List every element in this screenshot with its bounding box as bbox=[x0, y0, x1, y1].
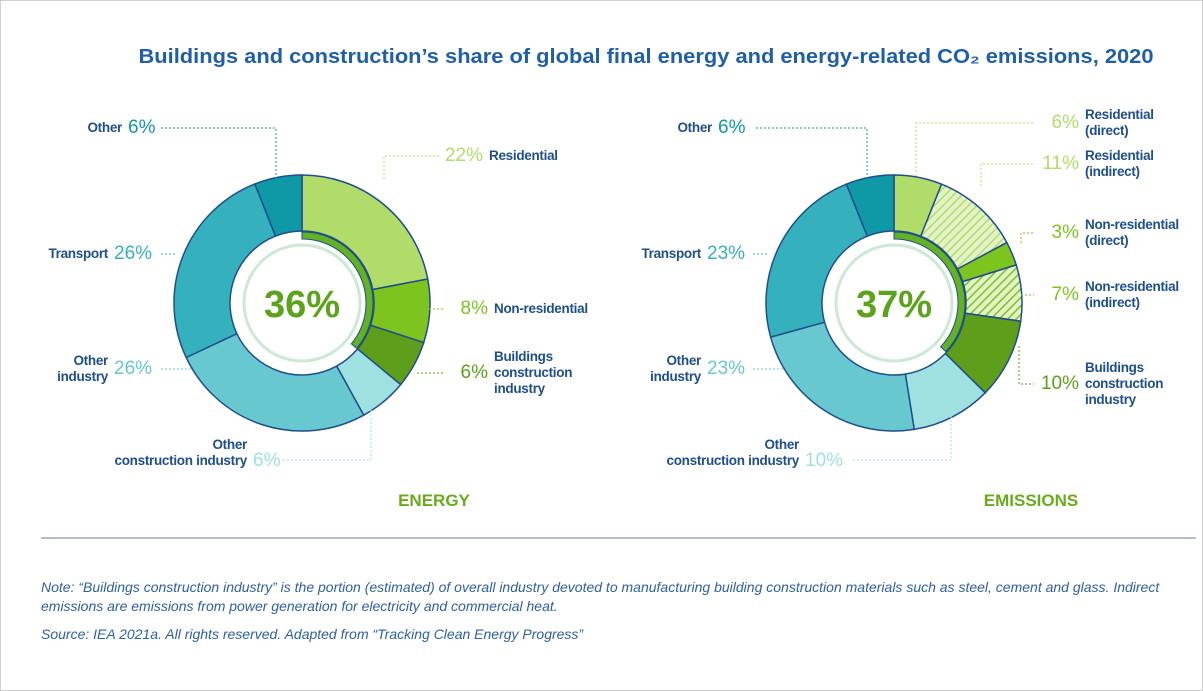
value-label: 6% bbox=[718, 117, 746, 138]
leader-line bbox=[1018, 346, 1034, 385]
leader-line bbox=[161, 127, 277, 179]
slice-label: 11% Residential (indirect) bbox=[1037, 148, 1154, 180]
value-label: 26% bbox=[114, 243, 153, 264]
category-label: Residential (direct) bbox=[1085, 107, 1154, 138]
slice-label: Other construction industry 6% bbox=[114, 437, 295, 471]
value-label: 6% bbox=[1051, 112, 1079, 133]
source: Source: IEA 2021a. All rights reserved. … bbox=[41, 626, 584, 642]
slice-label: 3% Non-residential (direct) bbox=[1037, 217, 1180, 249]
value-label: 26% bbox=[114, 358, 153, 379]
category-label: Other construction industry bbox=[114, 437, 248, 468]
leader-line bbox=[383, 155, 439, 179]
leader-line bbox=[915, 122, 1034, 176]
inner-ring bbox=[242, 243, 362, 363]
value-label: 6% bbox=[460, 362, 488, 383]
slice-label: 22% Residential bbox=[441, 145, 558, 166]
value-label: 6% bbox=[253, 450, 281, 471]
slice-label: Other industry 26% bbox=[57, 353, 156, 385]
donut-segment bbox=[769, 321, 916, 432]
category-label: Non-residential (indirect) bbox=[1085, 279, 1179, 310]
leader-line bbox=[1020, 232, 1034, 243]
donut-segment bbox=[185, 332, 365, 432]
slice-label: 7% Non-residential (indirect) bbox=[1037, 279, 1180, 311]
value-label: 23% bbox=[707, 243, 746, 264]
slice-label: Other industry 23% bbox=[650, 353, 749, 385]
donut-segment bbox=[173, 183, 277, 359]
slice-label: 6% Residential (direct) bbox=[1037, 107, 1155, 139]
value-label: 22% bbox=[444, 145, 483, 166]
slice-label: Other 6% bbox=[677, 117, 760, 138]
category-label: Non-residential (direct) bbox=[1085, 217, 1179, 248]
slice-label: 8% Non-residential bbox=[446, 298, 589, 319]
slice-label: Other construction industry 10% bbox=[666, 437, 847, 471]
chart-title: Buildings and construction’s share of gl… bbox=[139, 46, 1154, 68]
chart-label: ENERGY bbox=[398, 491, 470, 510]
category-label: Other industry bbox=[57, 353, 108, 384]
value-label: 3% bbox=[1051, 222, 1079, 243]
slice-label: 6% Buildings construction industry bbox=[446, 349, 573, 397]
inner-ring bbox=[834, 243, 954, 363]
category-label: Transport bbox=[641, 246, 701, 261]
category-label: Residential (indirect) bbox=[1085, 148, 1154, 179]
slice-label: Transport 23% bbox=[641, 243, 749, 264]
donut-segment bbox=[845, 174, 895, 238]
donut-segment bbox=[253, 174, 303, 238]
value-label: 11% bbox=[1042, 153, 1079, 174]
chart-label: EMISSIONS bbox=[984, 491, 1078, 510]
leader-line bbox=[756, 127, 868, 179]
category-label: Transport bbox=[48, 246, 108, 261]
center-label: 37% bbox=[856, 284, 932, 326]
value-label: 10% bbox=[1040, 373, 1079, 394]
share-arc bbox=[301, 231, 374, 349]
center-label: 36% bbox=[264, 284, 340, 326]
slice-label: 10% Buildings construction industry bbox=[1037, 360, 1163, 408]
note: Note: “Buildings construction industry” … bbox=[41, 579, 1160, 614]
category-label: Non-residential bbox=[494, 301, 588, 316]
value-label: 23% bbox=[707, 358, 746, 379]
category-label: Other construction industry bbox=[666, 437, 800, 468]
leader-line bbox=[980, 163, 1034, 186]
leader-line bbox=[281, 406, 372, 461]
value-label: 8% bbox=[460, 298, 488, 319]
category-label: Residential bbox=[489, 148, 558, 163]
slice-label: Transport 26% bbox=[48, 243, 156, 264]
leader-line bbox=[853, 396, 952, 461]
category-label: Other bbox=[677, 120, 712, 135]
value-label: 6% bbox=[128, 117, 156, 138]
value-label: 10% bbox=[805, 450, 844, 471]
donut-segment bbox=[765, 183, 869, 339]
category-label: Buildings construction industry bbox=[1085, 360, 1164, 407]
category-label: Other industry bbox=[650, 353, 701, 384]
share-arc bbox=[893, 231, 966, 353]
category-label: Buildings construction industry bbox=[494, 349, 573, 396]
slice-label: Other 6% bbox=[87, 117, 170, 138]
category-label: Other bbox=[87, 120, 122, 135]
value-label: 7% bbox=[1051, 284, 1079, 305]
